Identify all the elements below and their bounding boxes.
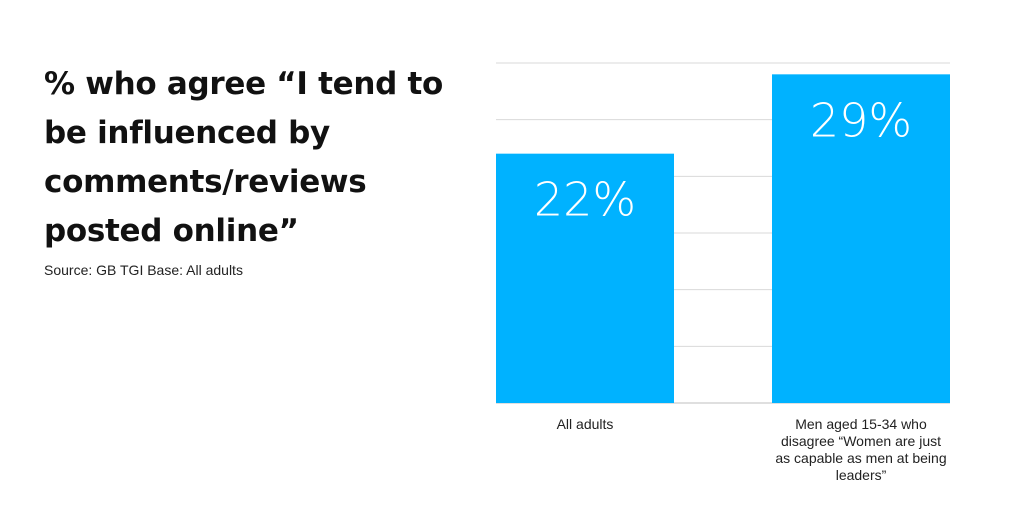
bars [496,74,950,403]
bar-value-label-0: 22% [534,173,636,227]
category-label-all-adults: All adults [556,416,614,432]
category-label-men-15-34: Men aged 15-34 who disagree “Women are j… [775,416,947,483]
bar-0 [496,153,674,403]
bar-value-label-1: 29% [810,93,912,147]
value-labels: 22% 29% [534,93,912,226]
bar-1 [772,74,950,403]
page-title: % who agree “I tend to be influenced by … [44,66,444,249]
source-note: Source: GB TGI Base: All adults [44,262,243,278]
